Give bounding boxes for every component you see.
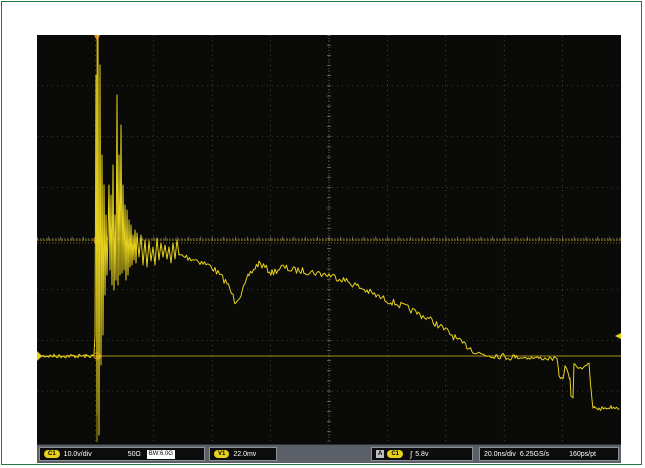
bandwidth-limit: BW:6.0G bbox=[146, 449, 175, 459]
rising-edge-icon: ∫ bbox=[410, 449, 413, 459]
cursor-badge: V1 bbox=[214, 450, 230, 458]
record-resolution: 160ps/pt bbox=[569, 450, 596, 458]
trigger-readout[interactable]: A C1 ∫ 5.8v bbox=[371, 447, 473, 461]
bandwidth-label: BW bbox=[148, 450, 159, 457]
waveform-canvas: ba bbox=[37, 35, 621, 442]
cursor-readout[interactable]: V1 22.0mv bbox=[209, 447, 277, 461]
channel1-waveform-trace bbox=[37, 35, 620, 436]
trigger-position-marker-icon bbox=[94, 35, 100, 41]
trigger-mode-badge: A bbox=[376, 450, 385, 458]
channel1-scale: 10.0v/div bbox=[63, 450, 92, 458]
cursor-value: 22.0mv bbox=[233, 450, 257, 458]
trigger-level-arrow-icon bbox=[615, 333, 621, 339]
horizontal-readout[interactable]: 20.0ns/div 6.25GS/s 160ps/pt bbox=[479, 447, 619, 461]
channel1-impedance: 50Ω bbox=[127, 450, 141, 458]
status-bar: C1 10.0v/div 50Ω BW:6.0G V1 22.0mv A C1 … bbox=[37, 444, 621, 463]
channel1-readout[interactable]: C1 10.0v/div 50Ω BW:6.0G bbox=[39, 447, 205, 461]
sample-rate: 6.25GS/s bbox=[519, 450, 550, 458]
ground-level-marker-icon bbox=[37, 351, 42, 361]
channel1-badge: C1 bbox=[44, 450, 60, 458]
trigger-level: 5.8v bbox=[415, 450, 429, 458]
trigger-source-badge: C1 bbox=[387, 450, 404, 458]
bandwidth-value: :6.0G bbox=[158, 450, 173, 457]
time-scale: 20.0ns/div bbox=[484, 450, 516, 458]
